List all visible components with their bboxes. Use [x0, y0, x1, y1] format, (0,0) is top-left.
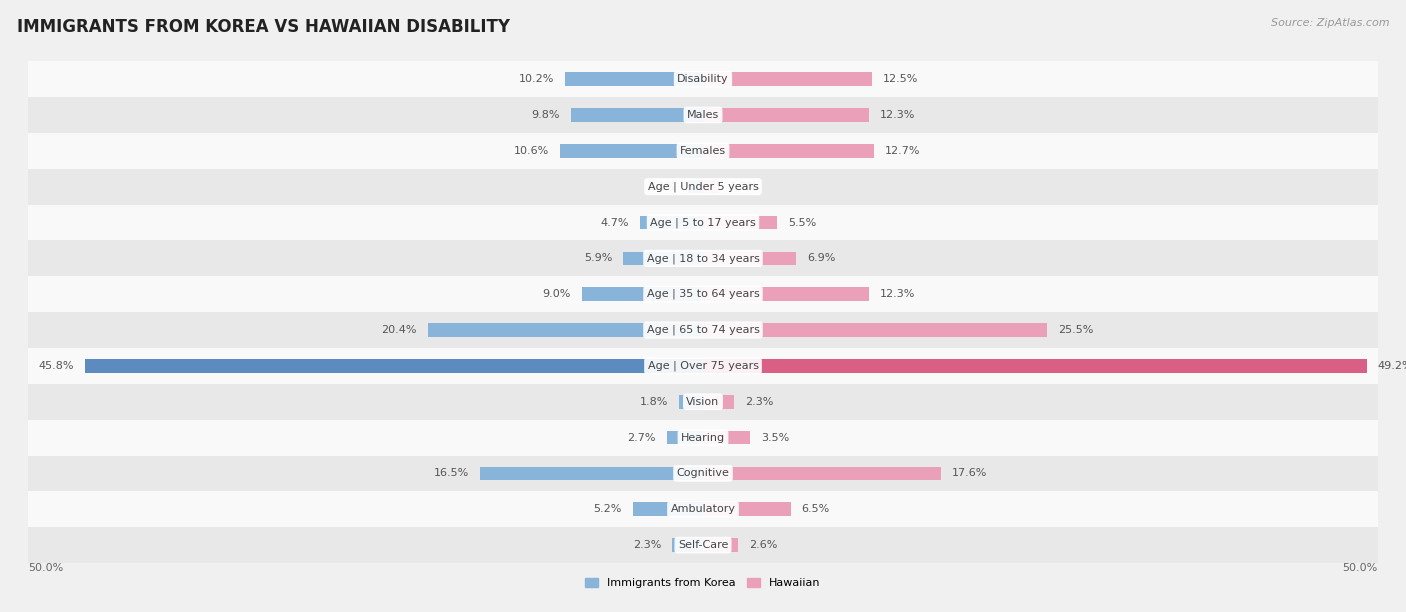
Bar: [560, 144, 703, 158]
Bar: [28, 204, 1378, 241]
Text: 45.8%: 45.8%: [38, 361, 75, 371]
Text: 12.3%: 12.3%: [880, 110, 915, 120]
Text: Vision: Vision: [686, 397, 720, 407]
Text: 6.5%: 6.5%: [801, 504, 830, 514]
Text: 2.3%: 2.3%: [745, 397, 773, 407]
Text: Disability: Disability: [678, 74, 728, 84]
Bar: [666, 431, 703, 444]
Bar: [703, 108, 869, 122]
Text: 20.4%: 20.4%: [381, 325, 416, 335]
Text: Age | 35 to 64 years: Age | 35 to 64 years: [647, 289, 759, 299]
Text: 2.6%: 2.6%: [749, 540, 778, 550]
Bar: [565, 72, 703, 86]
Text: Cognitive: Cognitive: [676, 468, 730, 479]
Text: 9.0%: 9.0%: [543, 289, 571, 299]
Bar: [481, 466, 703, 480]
Text: Age | Under 5 years: Age | Under 5 years: [648, 181, 758, 192]
Text: Age | Over 75 years: Age | Over 75 years: [648, 360, 758, 371]
Text: Age | 18 to 34 years: Age | 18 to 34 years: [647, 253, 759, 264]
Bar: [633, 502, 703, 516]
Text: Males: Males: [688, 110, 718, 120]
Bar: [28, 61, 1378, 97]
Bar: [571, 108, 703, 122]
Text: 1.2%: 1.2%: [730, 182, 758, 192]
Bar: [703, 359, 1367, 373]
Text: 12.3%: 12.3%: [880, 289, 915, 299]
Bar: [703, 215, 778, 230]
Bar: [28, 348, 1378, 384]
Bar: [688, 180, 703, 193]
Bar: [703, 180, 720, 193]
Text: 12.7%: 12.7%: [886, 146, 921, 156]
Bar: [703, 323, 1047, 337]
Text: 2.3%: 2.3%: [633, 540, 661, 550]
Text: 5.9%: 5.9%: [583, 253, 613, 263]
Text: 2.7%: 2.7%: [627, 433, 655, 442]
Bar: [703, 72, 872, 86]
Bar: [28, 241, 1378, 276]
Text: 12.5%: 12.5%: [883, 74, 918, 84]
Bar: [640, 215, 703, 230]
Text: Self-Care: Self-Care: [678, 540, 728, 550]
Bar: [28, 384, 1378, 420]
Text: 25.5%: 25.5%: [1057, 325, 1094, 335]
Bar: [427, 323, 703, 337]
Text: 3.5%: 3.5%: [761, 433, 789, 442]
Text: 16.5%: 16.5%: [434, 468, 470, 479]
Text: 49.2%: 49.2%: [1378, 361, 1406, 371]
Bar: [582, 288, 703, 301]
Bar: [28, 455, 1378, 491]
Text: 1.8%: 1.8%: [640, 397, 668, 407]
Bar: [28, 276, 1378, 312]
Bar: [28, 420, 1378, 455]
Text: Ambulatory: Ambulatory: [671, 504, 735, 514]
Legend: Immigrants from Korea, Hawaiian: Immigrants from Korea, Hawaiian: [581, 573, 825, 592]
Text: Age | 65 to 74 years: Age | 65 to 74 years: [647, 325, 759, 335]
Bar: [679, 395, 703, 409]
Text: 10.2%: 10.2%: [519, 74, 554, 84]
Bar: [703, 539, 738, 552]
Text: 9.8%: 9.8%: [531, 110, 560, 120]
Text: 50.0%: 50.0%: [1343, 563, 1378, 573]
Bar: [672, 539, 703, 552]
Bar: [28, 169, 1378, 204]
Text: 6.9%: 6.9%: [807, 253, 835, 263]
Bar: [28, 491, 1378, 527]
Text: 5.2%: 5.2%: [593, 504, 621, 514]
Text: 4.7%: 4.7%: [600, 217, 628, 228]
Bar: [28, 97, 1378, 133]
Bar: [28, 527, 1378, 563]
Text: IMMIGRANTS FROM KOREA VS HAWAIIAN DISABILITY: IMMIGRANTS FROM KOREA VS HAWAIIAN DISABI…: [17, 18, 510, 36]
Bar: [84, 359, 703, 373]
Bar: [703, 502, 790, 516]
Text: Hearing: Hearing: [681, 433, 725, 442]
Text: Source: ZipAtlas.com: Source: ZipAtlas.com: [1271, 18, 1389, 28]
Bar: [623, 252, 703, 265]
Bar: [703, 288, 869, 301]
Text: 1.1%: 1.1%: [650, 182, 678, 192]
Bar: [28, 312, 1378, 348]
Bar: [703, 252, 796, 265]
Bar: [703, 431, 751, 444]
Bar: [703, 144, 875, 158]
Bar: [28, 133, 1378, 169]
Text: Age | 5 to 17 years: Age | 5 to 17 years: [650, 217, 756, 228]
Text: Females: Females: [681, 146, 725, 156]
Text: 17.6%: 17.6%: [952, 468, 987, 479]
Text: 10.6%: 10.6%: [513, 146, 550, 156]
Bar: [703, 466, 941, 480]
Text: 50.0%: 50.0%: [28, 563, 63, 573]
Text: 5.5%: 5.5%: [787, 217, 817, 228]
Bar: [703, 395, 734, 409]
